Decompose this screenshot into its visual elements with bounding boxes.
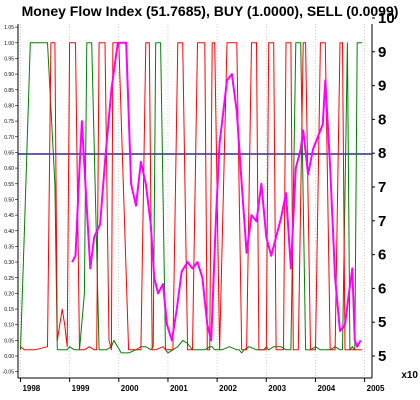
y-tick-label: 0.65 bbox=[4, 150, 14, 156]
x-tick-label: 2003 bbox=[268, 384, 286, 393]
y-tick-label: 0.55 bbox=[4, 182, 14, 188]
y-tick-label: 0.05 bbox=[4, 338, 14, 344]
y-tick-label: 0.70 bbox=[4, 135, 14, 141]
right-tick-label: 9 bbox=[378, 78, 386, 95]
y-tick-label: 0.10 bbox=[4, 323, 14, 329]
plot-frame bbox=[17, 24, 373, 379]
y-tick-label: -0.05 bbox=[3, 370, 15, 376]
x-tick-label: 2001 bbox=[170, 384, 188, 393]
x-tick-label: 2000 bbox=[121, 384, 139, 393]
right-axis: 10 9 9 8 8 7 7 6 6 5 5 bbox=[372, 10, 395, 365]
sell-series-line bbox=[20, 42, 363, 351]
y-tick-label: 0.85 bbox=[4, 88, 14, 94]
right-tick-label: 6 bbox=[378, 280, 386, 297]
right-tick-label: 7 bbox=[378, 213, 386, 230]
right-tick-label: 8 bbox=[378, 145, 386, 162]
y-tick-label: 0.25 bbox=[4, 276, 14, 282]
x-tick-label: 2004 bbox=[317, 384, 335, 393]
y-tick-label: 0.00 bbox=[4, 354, 14, 360]
left-axis: 1.05 1.00 0.95 0.90 0.85 0.80 0.75 0.70 0.65 0.60… bbox=[3, 25, 18, 376]
x-tick-label: 1998 bbox=[22, 384, 40, 393]
mfi-series-line bbox=[71, 41, 362, 348]
right-tick-label: 5 bbox=[378, 314, 386, 331]
x-tick-label: 2002 bbox=[219, 384, 237, 393]
x-tick-label: 1999 bbox=[72, 384, 90, 393]
buy-series-line bbox=[20, 42, 363, 354]
y-tick-label: 0.40 bbox=[4, 229, 14, 235]
y-tick-label: 0.95 bbox=[4, 56, 14, 62]
y-tick-label: 0.45 bbox=[4, 213, 14, 219]
y-tick-label: 0.20 bbox=[4, 291, 14, 297]
y-tick-label: 0.80 bbox=[4, 103, 14, 109]
right-tick-label: 5 bbox=[378, 348, 386, 365]
chart-title: Money Flow Index (51.7685), BUY (1.0000)… bbox=[22, 3, 399, 19]
y-tick-label: 0.15 bbox=[4, 307, 14, 313]
x-tick-label: 2005 bbox=[367, 384, 385, 393]
y-tick-label: 0.75 bbox=[4, 119, 14, 125]
y-tick-label: 0.60 bbox=[4, 166, 14, 172]
right-tick-label: 9 bbox=[378, 44, 386, 61]
right-axis-multiplier: x10 bbox=[401, 370, 418, 381]
series-layer bbox=[18, 41, 372, 354]
right-tick-label: 7 bbox=[378, 179, 386, 196]
y-tick-label: 0.50 bbox=[4, 197, 14, 203]
right-tick-label: 8 bbox=[378, 111, 386, 128]
y-tick-label: 1.00 bbox=[4, 41, 14, 47]
y-tick-label: 0.30 bbox=[4, 260, 14, 266]
y-tick-label: 1.05 bbox=[4, 25, 14, 31]
y-tick-label: 0.90 bbox=[4, 72, 14, 78]
x-axis: 1998 1999 2000 2001 2002 2003 2004 2005 bbox=[19, 378, 385, 393]
right-tick-label: 10 bbox=[378, 10, 395, 27]
y-tick-label: 0.35 bbox=[4, 244, 14, 250]
right-tick-label: 6 bbox=[378, 247, 386, 264]
